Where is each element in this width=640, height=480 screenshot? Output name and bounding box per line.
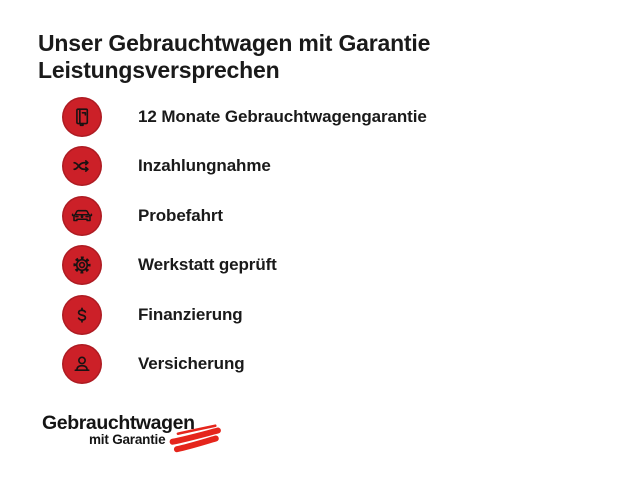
feature-label: Inzahlungnahme bbox=[138, 156, 271, 176]
dollar-icon bbox=[62, 294, 102, 335]
features-list: 12 Monate Gebrauchtwagengarantie Inzahlu… bbox=[62, 97, 427, 393]
feature-row: Inzahlungnahme bbox=[62, 146, 427, 187]
mit-garantie-logo-text: mit Garantie bbox=[89, 432, 166, 447]
feature-label: Probefahrt bbox=[138, 205, 223, 225]
warranty-booklet-icon bbox=[62, 97, 102, 137]
feature-label: Werkstatt geprüft bbox=[138, 255, 277, 275]
feature-row: Probefahrt bbox=[62, 195, 427, 236]
person-icon bbox=[62, 343, 102, 384]
feature-row: Werkstatt geprüft bbox=[62, 245, 427, 286]
feature-row: Versicherung bbox=[62, 343, 427, 384]
page-title-line2: Leistungsversprechen bbox=[38, 57, 280, 83]
trade-in-arrows-icon bbox=[62, 146, 102, 187]
gear-icon bbox=[62, 245, 102, 286]
car-icon bbox=[62, 195, 102, 236]
page-title: Unser Gebrauchtwagen mit Garantie Leistu… bbox=[38, 30, 498, 84]
feature-label: Finanzierung bbox=[138, 304, 243, 324]
feature-row: Finanzierung bbox=[62, 294, 427, 335]
feature-row: 12 Monate Gebrauchtwagengarantie bbox=[62, 97, 427, 137]
page-title-line1: Unser Gebrauchtwagen mit Garantie bbox=[38, 30, 431, 56]
feature-label: Versicherung bbox=[138, 353, 245, 373]
gebrauchtwagen-logo-text: Gebrauchtwagen bbox=[42, 412, 195, 434]
red-marker-swoosh-icon bbox=[169, 424, 221, 453]
feature-label: 12 Monate Gebrauchtwagengarantie bbox=[138, 107, 427, 126]
